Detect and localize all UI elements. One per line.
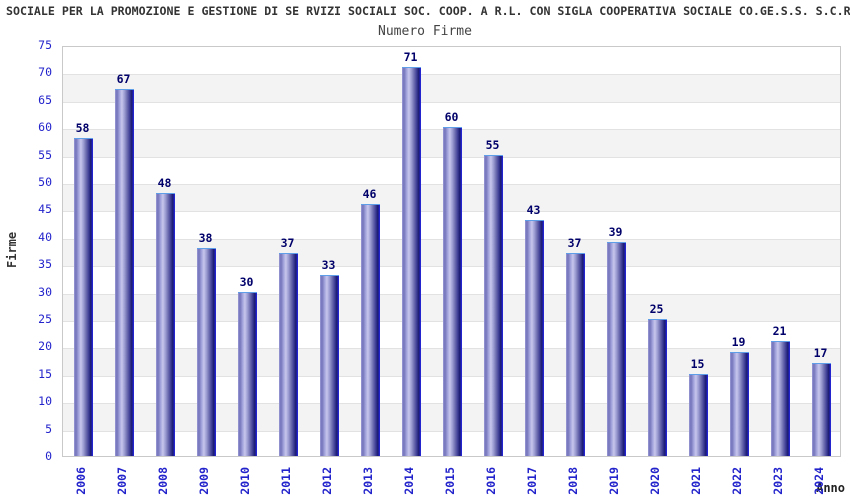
bar-2007: [115, 89, 134, 456]
bar-2019: [607, 242, 626, 456]
bar-value-label: 46: [362, 187, 377, 201]
y-axis-tick-label: 5: [45, 421, 52, 436]
bar-2022: [730, 352, 749, 456]
x-axis-tick-label: 2012: [319, 467, 334, 495]
bar-value-label: 71: [403, 50, 418, 64]
bar-2016: [484, 155, 503, 456]
bar-2008: [156, 193, 175, 456]
bar-2010: [238, 292, 257, 456]
x-axis-tick-label: 2013: [360, 467, 375, 495]
bar-2018: [566, 253, 585, 456]
bar-value-label: 15: [690, 357, 705, 371]
x-axis-tick-label: 2022: [729, 467, 744, 495]
bar-value-label: 19: [731, 335, 746, 349]
x-axis-tick-label: 2006: [73, 467, 88, 495]
x-axis-tick-label: 2015: [442, 467, 457, 495]
bar-2006: [74, 138, 93, 456]
y-axis-tick-label: 50: [38, 175, 52, 189]
bar-value-label: 25: [649, 302, 664, 316]
y-axis-tick-label: 30: [38, 284, 52, 299]
bar-value-label: 48: [157, 176, 172, 190]
y-axis-tick-label: 10: [38, 394, 52, 409]
y-axis-tick-label: 70: [38, 65, 52, 80]
x-axis-tick-label: 2024: [811, 467, 826, 495]
gridline: [63, 74, 840, 76]
y-axis-tick-label: 25: [38, 312, 52, 326]
bar-2021: [689, 374, 708, 456]
bar-value-label: 38: [198, 231, 213, 245]
y-axis-tick-label: 20: [38, 339, 52, 354]
x-axis-tick-label: 2018: [565, 467, 580, 495]
y-axis-tick-label: 65: [38, 92, 52, 107]
y-axis-tick-label: 75: [38, 38, 52, 52]
y-axis-tick-label: 45: [38, 202, 52, 217]
y-axis-tick-label: 0: [45, 449, 52, 463]
background-band: [63, 47, 840, 74]
x-axis-tick-label: 2009: [196, 467, 211, 495]
bar-2023: [771, 341, 790, 456]
x-axis-tick-label: 2014: [401, 467, 416, 495]
bar-value-label: 30: [239, 275, 254, 289]
y-axis-tick-label: 15: [38, 366, 52, 381]
y-axis-tick-label: 60: [38, 120, 52, 135]
x-axis-tick-label: 2017: [524, 467, 539, 495]
y-axis-tick-label: 40: [38, 229, 52, 244]
bar-value-label: 37: [567, 236, 582, 250]
bar-2013: [361, 204, 380, 456]
x-axis-tick-label: 2010: [237, 467, 252, 495]
bar-2012: [320, 275, 339, 456]
x-axis-tick-label: 2016: [483, 467, 498, 495]
chart-subtitle: Numero Firme: [378, 24, 472, 39]
x-axis-tick-label: 2007: [114, 467, 129, 495]
bar-value-label: 55: [485, 138, 500, 152]
bar-2015: [443, 127, 462, 456]
bar-value-label: 17: [813, 346, 828, 360]
x-axis-title: Anno: [816, 481, 845, 495]
bar-2020: [648, 319, 667, 456]
x-axis-tick-label: 2008: [155, 467, 170, 495]
chart-title: SOCIALE PER LA PROMOZIONE E GESTIONE DI …: [6, 4, 850, 18]
bar-value-label: 58: [75, 121, 90, 135]
x-axis-tick-label: 2020: [647, 467, 662, 495]
bar-2024: [812, 363, 831, 456]
bar-2014: [402, 67, 421, 456]
bar-2017: [525, 220, 544, 456]
y-axis-tick-label: 35: [38, 257, 52, 272]
gridline: [63, 101, 840, 103]
bar-value-label: 43: [526, 203, 541, 217]
background-band: [63, 74, 840, 102]
bar-value-label: 37: [280, 236, 295, 250]
bar-2009: [197, 248, 216, 456]
bar-value-label: 67: [116, 72, 131, 86]
bar-value-label: 39: [608, 225, 623, 239]
x-axis-tick-label: 2019: [606, 467, 621, 495]
bar-value-label: 60: [444, 110, 459, 124]
plot-area: [62, 46, 841, 457]
x-axis-tick-label: 2023: [770, 467, 785, 495]
x-axis-tick-label: 2021: [688, 467, 703, 495]
y-axis-tick-label: 55: [38, 147, 52, 162]
x-axis-tick-label: 2011: [278, 467, 293, 495]
bar-value-label: 33: [321, 258, 336, 272]
bar-value-label: 21: [772, 324, 787, 338]
bar-2011: [279, 253, 298, 456]
